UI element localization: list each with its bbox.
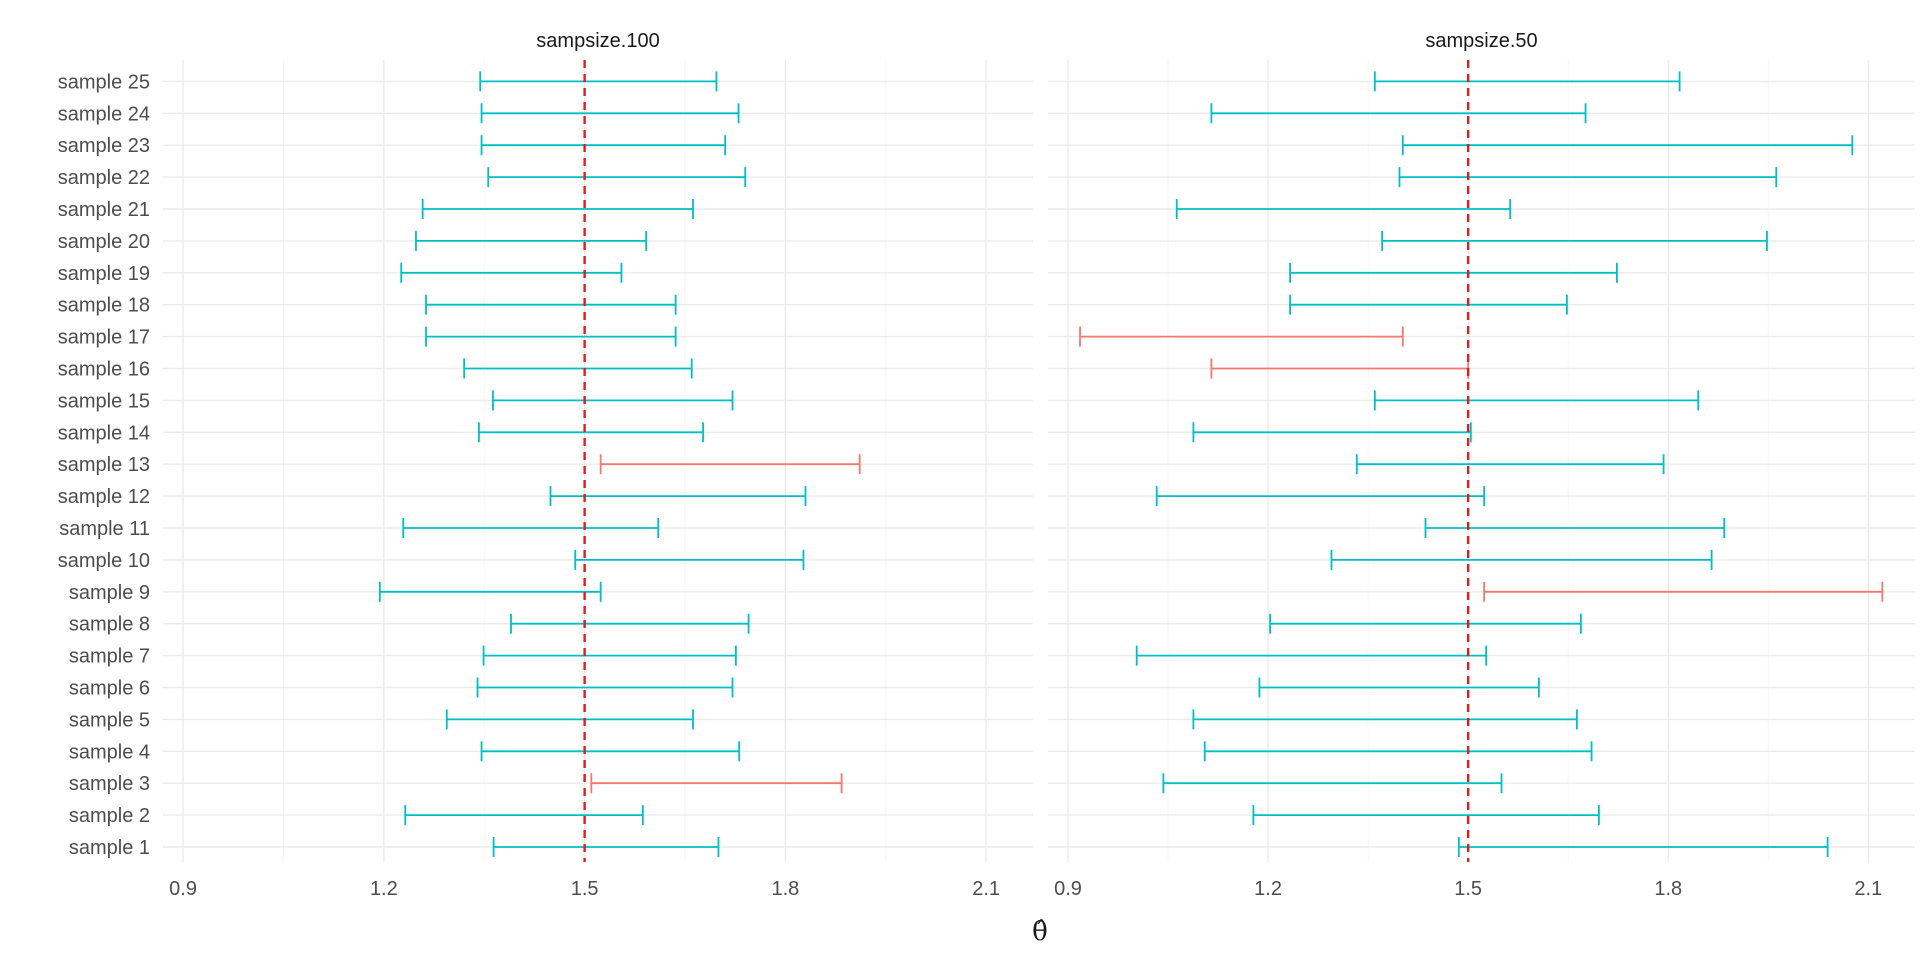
error-bar <box>1289 294 1568 315</box>
error-bar <box>492 390 734 411</box>
error-bar <box>1289 262 1618 283</box>
error-bar <box>1175 199 1512 219</box>
error-bar <box>1373 71 1681 92</box>
y-tick-label: sample 25 <box>58 71 150 93</box>
y-tick-label: sample 22 <box>58 167 150 189</box>
x-axis-title: θ̂ <box>1032 917 1048 947</box>
error-bar <box>1398 167 1778 188</box>
error-bar <box>1457 837 1829 857</box>
x-tick-label: 1.5 <box>571 878 599 900</box>
x-tick-label: 1.2 <box>370 878 398 900</box>
error-bar <box>425 326 677 347</box>
panel-2: sampsize.50 0.9 1.2 1.5 1.8 2.1 <box>1048 30 1915 900</box>
error-bar <box>574 549 805 570</box>
x-tick-label: 1.5 <box>1454 878 1482 900</box>
error-bar <box>482 645 737 666</box>
panel-title: sampsize.100 <box>536 30 659 52</box>
error-bar <box>599 454 861 475</box>
error-bar <box>1135 645 1488 666</box>
x-tick-label: 1.8 <box>1654 878 1682 900</box>
error-bar <box>1192 709 1578 730</box>
y-tick-label: sample 18 <box>58 295 150 317</box>
y-tick-label: sample 12 <box>58 486 150 508</box>
y-tick-label: sample 13 <box>58 454 150 476</box>
y-tick-label: sample 3 <box>69 773 150 795</box>
y-tick-label: sample 10 <box>58 550 150 572</box>
error-bar <box>378 581 602 602</box>
error-bar <box>404 805 644 826</box>
error-bar <box>1381 230 1768 251</box>
error-bar <box>480 135 727 156</box>
error-bar <box>510 613 750 634</box>
y-tick-label: sample 7 <box>69 646 150 668</box>
y-tick-label: sample 21 <box>58 199 150 221</box>
y-axis-labels: sample 1 sample 2 sample 3 sample 4 sample 5… <box>58 71 150 859</box>
y-tick-label: sample 23 <box>58 135 150 157</box>
y-tick-label: sample 15 <box>58 390 150 412</box>
error-bar <box>402 518 660 538</box>
error-bar <box>1401 135 1854 156</box>
y-tick-label: sample 19 <box>58 263 150 285</box>
error-bar <box>1424 518 1726 538</box>
error-bar <box>425 294 677 315</box>
y-tick-label: sample 17 <box>58 327 150 349</box>
y-tick-label: sample 2 <box>69 805 150 827</box>
error-bar <box>476 677 734 698</box>
panel-title: sampsize.50 <box>1425 30 1537 52</box>
x-tick-label: 1.2 <box>1254 878 1282 900</box>
error-bar <box>1483 581 1884 602</box>
error-bar <box>1258 677 1540 698</box>
y-tick-label: sample 16 <box>58 359 150 381</box>
error-bar <box>1162 773 1503 794</box>
error-bar <box>492 837 720 857</box>
error-bar <box>1252 805 1600 826</box>
y-tick-label: sample 9 <box>69 582 150 604</box>
y-tick-label: sample 20 <box>58 231 150 253</box>
error-bar <box>549 486 807 507</box>
error-bar <box>590 773 843 794</box>
y-tick-label: sample 4 <box>69 741 150 763</box>
y-tick-label: sample 8 <box>69 614 150 636</box>
x-tick-label: 2.1 <box>1854 878 1882 900</box>
x-tick-label: 2.1 <box>972 878 1000 900</box>
x-tick-label: 0.9 <box>169 878 197 900</box>
error-bar <box>1210 103 1587 124</box>
panels: sampsize.100 0.9 1.2 1.5 1.8 2.1 sampsize.50 0.… <box>163 30 1915 900</box>
x-tick-label: 1.8 <box>771 878 799 900</box>
error-bar <box>1373 390 1700 411</box>
error-bar <box>463 358 693 379</box>
error-bar <box>1330 549 1713 570</box>
error-bar <box>1192 422 1472 443</box>
error-bar <box>421 199 694 219</box>
error-bar <box>480 741 741 762</box>
error-bar <box>400 262 623 283</box>
error-bar <box>1155 486 1486 507</box>
panel-1: sampsize.100 0.9 1.2 1.5 1.8 2.1 <box>163 30 1033 900</box>
y-tick-label: sample 1 <box>69 837 150 859</box>
error-bar <box>445 709 694 730</box>
y-tick-label: sample 11 <box>59 518 150 540</box>
y-tick-label: sample 6 <box>69 678 150 700</box>
error-bar <box>487 167 747 188</box>
error-bar <box>1203 741 1593 762</box>
error-bar <box>477 422 704 443</box>
error-bar <box>1079 326 1404 347</box>
error-bar <box>1210 358 1470 379</box>
error-bar <box>479 71 718 92</box>
error-bar <box>1269 613 1582 634</box>
error-bar <box>415 230 648 251</box>
y-tick-label: sample 14 <box>58 422 150 444</box>
error-bar <box>1355 454 1665 475</box>
error-bar <box>480 103 740 124</box>
y-tick-label: sample 24 <box>58 103 150 125</box>
x-tick-label: 0.9 <box>1054 878 1082 900</box>
y-tick-label: sample 5 <box>69 709 150 731</box>
